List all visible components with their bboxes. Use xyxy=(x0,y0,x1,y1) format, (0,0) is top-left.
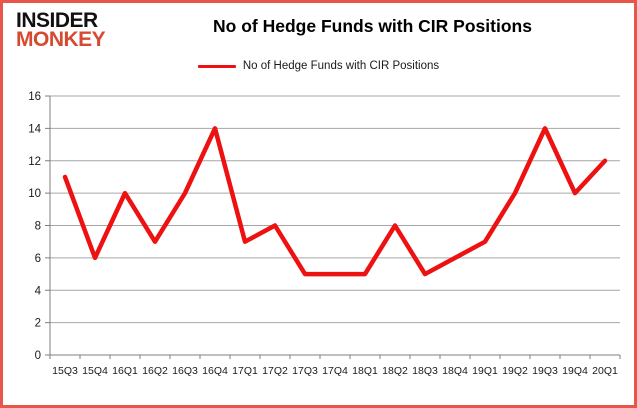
chart-title: No of Hedge Funds with CIR Positions xyxy=(213,16,532,36)
x-axis-tick-label: 18Q4 xyxy=(442,365,468,377)
y-axis-tick-label: 14 xyxy=(28,123,41,135)
x-axis-tick-label: 18Q1 xyxy=(352,365,378,377)
legend-line-swatch xyxy=(197,64,236,68)
x-axis-tick-label: 16Q2 xyxy=(142,365,168,377)
data-series-line xyxy=(62,126,608,277)
y-axis-tick-label: 10 xyxy=(28,188,41,200)
x-axis-tick-label: 16Q1 xyxy=(112,365,138,377)
y-axis-tick-label: 0 xyxy=(35,350,41,362)
x-axis-tick-label: 16Q3 xyxy=(172,365,198,377)
x-axis-tick-label: 16Q4 xyxy=(202,365,228,377)
y-axis-tick-label: 4 xyxy=(35,285,42,297)
x-axis-tick-label: 17Q4 xyxy=(322,365,348,377)
y-axis-tick-label: 6 xyxy=(35,253,41,265)
y-axis-tick-label: 2 xyxy=(35,318,41,330)
y-axis-tick-label: 12 xyxy=(28,156,41,168)
logo-text-monkey: MONKEY xyxy=(16,28,106,52)
logo-text-insider: INSIDER xyxy=(16,9,98,32)
x-axis-tick-label: 19Q1 xyxy=(472,365,498,377)
x-axis-tick-label: 18Q3 xyxy=(412,365,438,377)
x-axis-tick-label: 20Q1 xyxy=(592,365,618,377)
legend-label: No of Hedge Funds with CIR Positions xyxy=(242,60,440,72)
x-axis-tick-label: 15Q4 xyxy=(82,365,108,377)
y-axis-tick-label: 8 xyxy=(35,221,41,233)
x-axis-tick-label: 17Q1 xyxy=(232,365,258,377)
y-axis-tick-label: 16 xyxy=(28,91,41,103)
x-axis-tick-label: 19Q2 xyxy=(502,365,528,377)
x-axis-tick-label: 19Q3 xyxy=(532,365,558,377)
x-axis-tick-label: 17Q3 xyxy=(292,365,318,377)
insider-monkey-logo: INSIDER MONKEY xyxy=(16,9,106,52)
legend: No of Hedge Funds with CIR Positions xyxy=(3,60,634,72)
x-axis-tick-label: 15Q3 xyxy=(52,365,78,377)
x-axis-tick-label: 17Q2 xyxy=(262,365,288,377)
x-axis-tick-label: 18Q2 xyxy=(382,365,408,377)
line-chart: 0 2 4 6 8 10 12 14 16 15Q3 15Q4 16Q1 16Q2 16Q3 16Q4 17Q… xyxy=(28,91,621,377)
x-axis-tick-label: 19Q4 xyxy=(562,365,588,377)
